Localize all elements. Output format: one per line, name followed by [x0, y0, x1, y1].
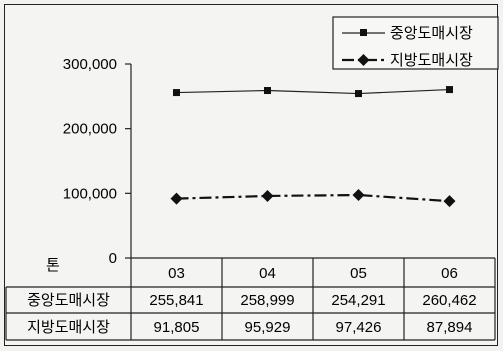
data-point-diamond [261, 189, 274, 202]
legend-marker-central [360, 29, 367, 36]
cell-regional-03: 91,805 [154, 319, 200, 336]
legend-label-central: 중앙도매시장 [390, 25, 473, 42]
cell-central-04: 258,999 [240, 292, 294, 309]
data-table: 톤 03 04 05 06 중앙도매시장 255,841 258,999 254… [5, 257, 496, 341]
series-line-0 [176, 88, 450, 95]
cell-regional-05: 97,426 [336, 319, 382, 336]
data-point-diamond [170, 192, 183, 205]
cell-central-06: 260,462 [422, 292, 476, 309]
category-label-05: 05 [350, 265, 367, 282]
cell-regional-04: 95,929 [245, 319, 291, 336]
y-tick-label: 300,000 [63, 56, 117, 73]
data-point-square [264, 87, 271, 95]
row-header-regional: 지방도매시장 [27, 319, 110, 336]
unit-label: 톤 [46, 257, 60, 274]
category-label-06: 06 [441, 265, 458, 282]
legend-marker-regional [357, 54, 370, 66]
category-label-03: 03 [168, 265, 185, 282]
y-tick-label: 0 [109, 250, 117, 267]
cell-regional-06: 87,894 [427, 319, 473, 336]
series-line-1 [176, 193, 450, 203]
data-point-square [173, 89, 180, 97]
row-header-central: 중앙도매시장 [27, 292, 110, 309]
legend-label-regional: 지방도매시장 [390, 52, 473, 69]
cell-central-03: 255,841 [149, 292, 203, 309]
y-tick-label: 200,000 [63, 121, 117, 138]
data-point-diamond [443, 195, 456, 208]
category-label-04: 04 [259, 265, 276, 282]
data-point-square [355, 90, 362, 98]
data-point-diamond [352, 188, 365, 201]
cell-central-05: 254,291 [331, 292, 385, 309]
data-point-square [446, 86, 453, 94]
legend: 중앙도매시장 지방도매시장 [332, 16, 499, 70]
y-tick-label: 100,000 [63, 185, 117, 202]
